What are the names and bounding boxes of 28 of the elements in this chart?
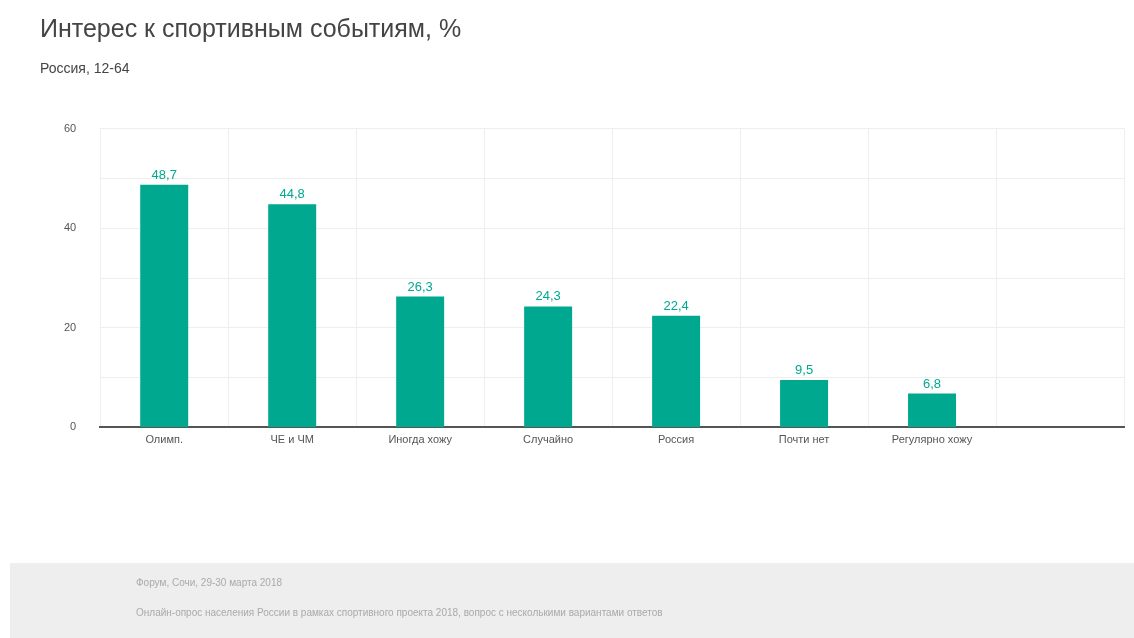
data-label: 22,4 — [663, 297, 689, 313]
data-label: 9,5 — [795, 362, 814, 378]
bar — [780, 380, 829, 427]
bar — [396, 296, 445, 427]
bar — [268, 204, 317, 427]
bar — [908, 393, 957, 427]
y-tick-label: 20 — [63, 320, 77, 333]
data-label: 48,7 — [151, 166, 177, 182]
x-tick-label: Олимп. — [145, 433, 184, 446]
data-label: 24,3 — [535, 288, 561, 304]
y-tick-label: 0 — [70, 420, 77, 433]
x-tick-label: Регулярно хожу — [891, 433, 973, 446]
x-tick-label: ЧЕ и ЧМ — [270, 433, 314, 446]
x-tick-label: Иногда хожу — [388, 433, 453, 446]
chart-subtitle: Россия, 12-64 — [40, 60, 130, 76]
x-tick-label: Случайно — [523, 433, 574, 446]
bar — [140, 184, 189, 427]
y-tick-label: 40 — [63, 221, 77, 234]
data-label: 26,3 — [407, 278, 433, 294]
data-label: 6,8 — [923, 375, 942, 391]
bar — [524, 306, 573, 427]
bar — [652, 315, 701, 427]
y-tick-label: 60 — [63, 121, 77, 134]
data-label: 44,8 — [279, 186, 305, 202]
x-tick-label: Почти нет — [778, 433, 830, 446]
text: Форум, Сочи, 29-30 марта 2018 — [136, 577, 283, 588]
x-tick-label: Россия — [658, 433, 695, 446]
chart-title: Интерес к спортивным событиям, % — [40, 14, 462, 43]
